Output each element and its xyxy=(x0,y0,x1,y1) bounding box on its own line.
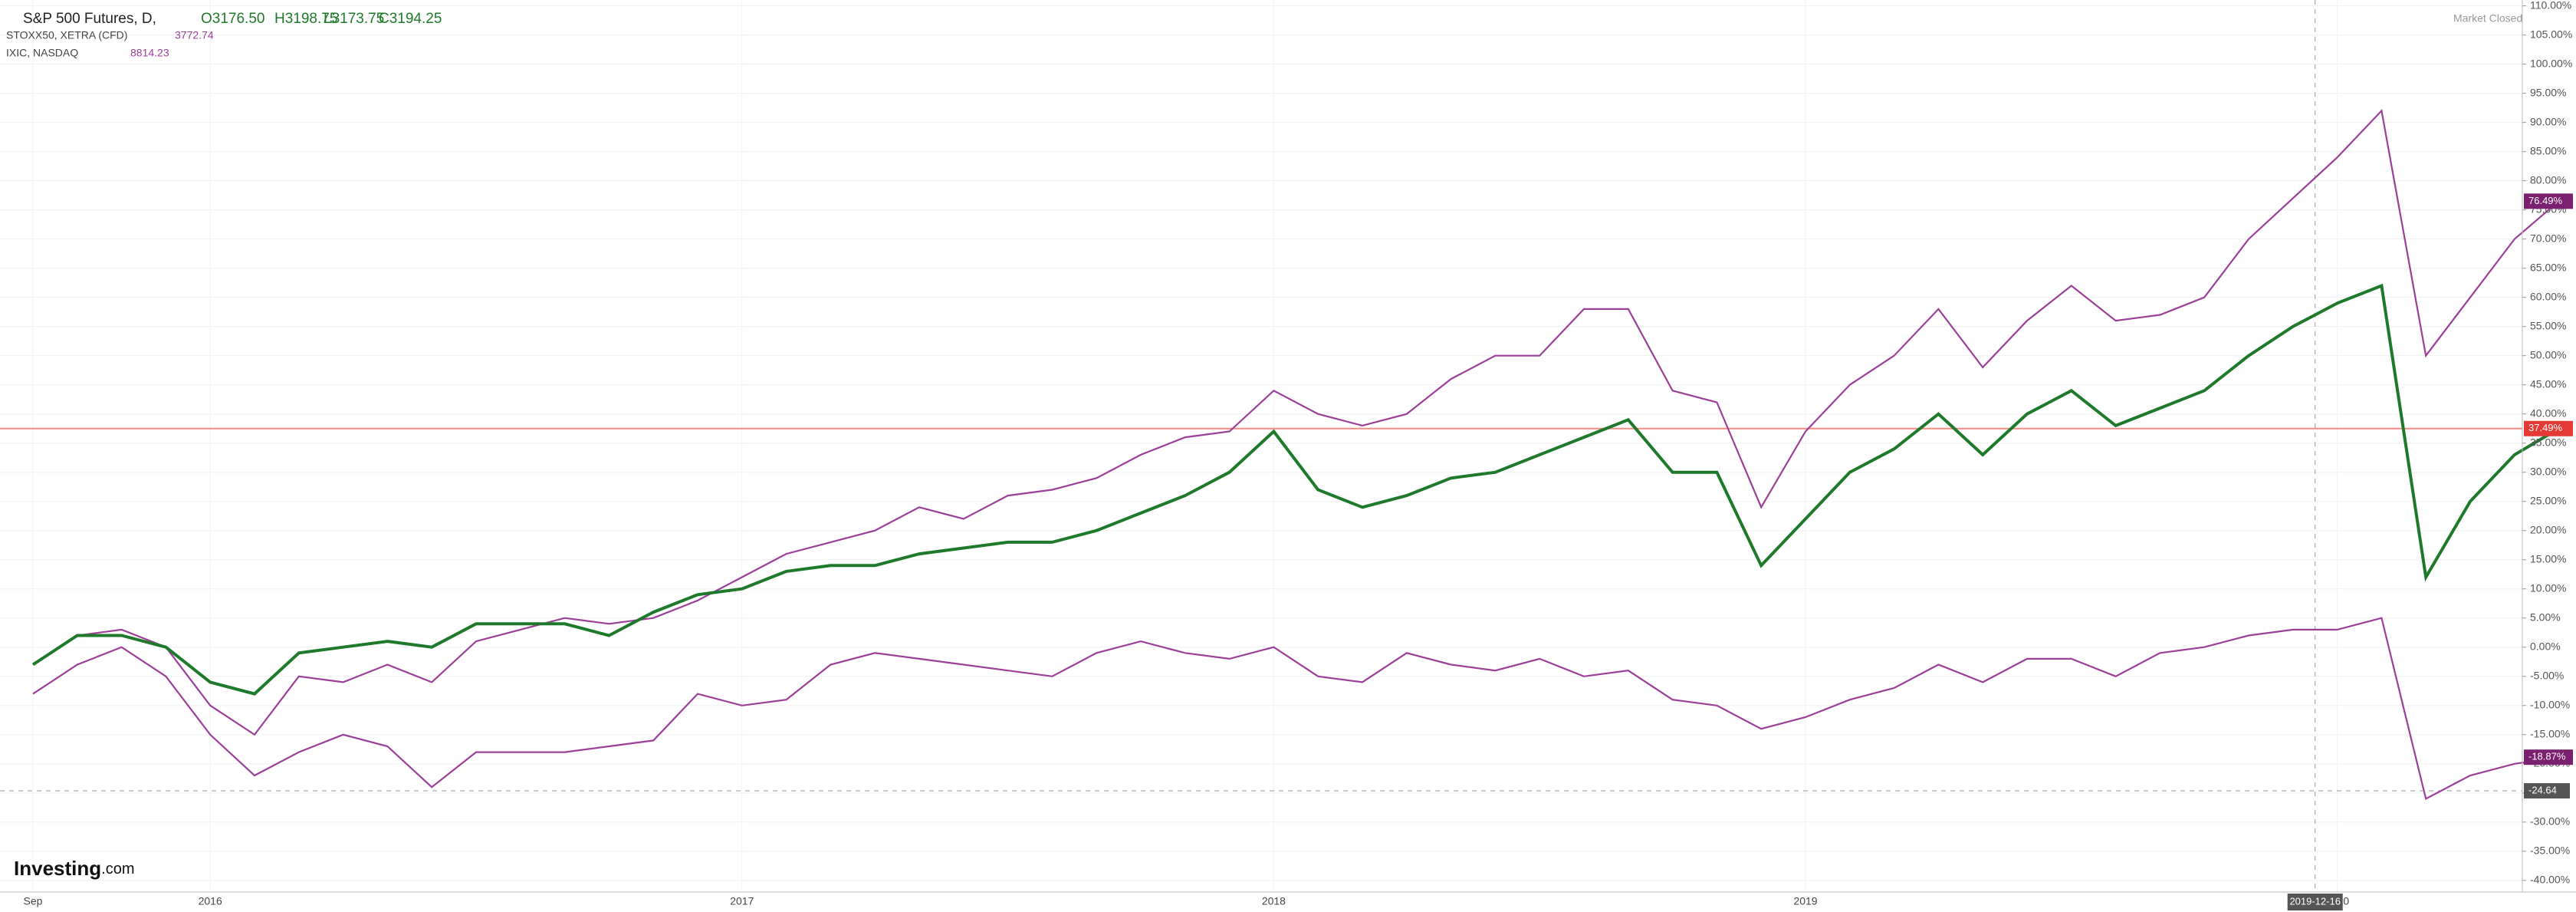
x-tick-label: Sep xyxy=(24,895,43,907)
y-tick-label: 45.00% xyxy=(2530,377,2566,390)
y-tick-label: 60.00% xyxy=(2530,290,2566,302)
crosshair-y-label: -24.64 xyxy=(2528,784,2557,795)
ixic-value: 8814.23 xyxy=(130,47,169,59)
series-line xyxy=(32,109,2560,736)
x-tick-label: 2018 xyxy=(1262,895,1286,907)
series-line xyxy=(32,617,2559,801)
series-line xyxy=(31,283,2560,696)
y-tick-label: -30.00% xyxy=(2530,815,2570,827)
logo-main: Investing xyxy=(14,857,101,880)
y-tick-label: -40.00% xyxy=(2530,874,2570,886)
y-tick-label: 90.00% xyxy=(2530,115,2566,127)
price-tag xyxy=(2524,193,2573,209)
y-tick-label: 70.00% xyxy=(2530,232,2566,244)
y-tick-label: 25.00% xyxy=(2530,494,2566,506)
crosshair-x-tag xyxy=(2287,894,2343,910)
y-tick-label: -35.00% xyxy=(2530,844,2570,856)
y-tick-label: 110.00% xyxy=(2530,0,2571,11)
crosshair-y-tag xyxy=(2524,783,2570,799)
y-tick-label: 40.00% xyxy=(2530,407,2566,419)
price-tag xyxy=(2524,749,2573,765)
x-tick-label: 2019 xyxy=(1793,895,1817,907)
y-tick-label: 15.00% xyxy=(2530,552,2566,565)
price-tag-label: -18.87% xyxy=(2528,751,2566,762)
y-tick-label: 65.00% xyxy=(2530,261,2566,273)
y-tick-label: 5.00% xyxy=(2530,611,2561,623)
ixic-symbol: IXIC, NASDAQ xyxy=(6,47,78,59)
y-tick-label: 80.00% xyxy=(2530,173,2566,186)
y-tick-label: 50.00% xyxy=(2530,348,2566,361)
y-tick-label: 105.00% xyxy=(2530,28,2572,40)
y-tick-label: 30.00% xyxy=(2530,465,2566,477)
x-tick-label: 2017 xyxy=(730,895,754,907)
close: C3194.25 xyxy=(379,11,442,27)
x-tick-label: 2016 xyxy=(199,895,222,907)
y-tick-label: 35.00% xyxy=(2530,436,2566,448)
stoxx-value: 3772.74 xyxy=(175,29,214,41)
stoxx-symbol: STOXX50, XETRA (CFD) xyxy=(6,29,127,41)
legend-header: S&P 500 Futures, D, O3176.50 H3198.75 L3… xyxy=(6,11,2522,59)
logo: Investing.com xyxy=(14,857,134,880)
price-tag xyxy=(2524,420,2573,436)
high: H3198.75 xyxy=(274,11,337,27)
y-tick-label: 55.00% xyxy=(2530,319,2566,331)
y-tick-label: -5.00% xyxy=(2530,669,2564,681)
grid xyxy=(0,0,2522,892)
low: L3173.75 xyxy=(324,11,384,27)
crosshair-x-label: 2019-12-16 xyxy=(2289,895,2341,907)
y-tick-label: -15.00% xyxy=(2530,727,2570,739)
open: O3176.50 xyxy=(201,11,264,27)
price-tag-label: 76.49% xyxy=(2528,195,2563,206)
logo-suffix: .com xyxy=(101,861,134,877)
price-tag-label: 37.49% xyxy=(2528,422,2563,433)
y-tick-label: -10.00% xyxy=(2530,698,2570,710)
y-tick-label: 95.00% xyxy=(2530,86,2566,98)
plot: IXIC, NASDAQS&P 500 Futures, D,STOXX50, … xyxy=(31,109,2560,801)
y-tick-label: 100.00% xyxy=(2530,57,2572,69)
symbol: S&P 500 Futures, D, xyxy=(23,11,156,27)
market-status: Market Closed xyxy=(2453,12,2522,25)
y-tick-label: 10.00% xyxy=(2530,581,2566,594)
axes: -40.00%-35.00%-30.00%-25.00%-20.00%-15.0… xyxy=(24,0,2573,910)
y-tick-label: 85.00% xyxy=(2530,144,2566,156)
y-tick-label: 0.00% xyxy=(2530,640,2561,652)
y-tick-label: 20.00% xyxy=(2530,523,2566,535)
